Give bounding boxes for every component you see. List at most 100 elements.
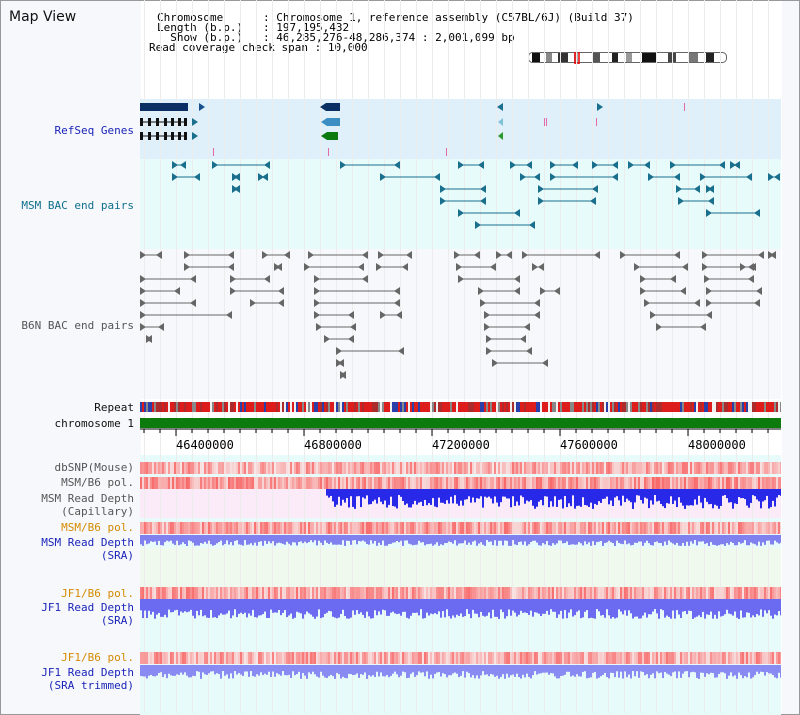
bac-end-pair[interactable] xyxy=(314,287,400,295)
msm-b6-pol-heatmap-1[interactable] xyxy=(140,477,781,489)
bac-end-pair[interactable] xyxy=(640,287,686,295)
bac-end-pair[interactable] xyxy=(700,173,752,181)
bac-end-pair[interactable] xyxy=(538,197,596,205)
track-label-b6n-bac[interactable]: B6N BAC end pairs xyxy=(21,319,134,332)
chromosome-bar[interactable] xyxy=(140,418,781,428)
bac-end-pair[interactable] xyxy=(140,323,164,331)
bac-end-pair[interactable] xyxy=(706,299,760,307)
bac-end-pair[interactable] xyxy=(314,311,354,319)
msm-bac-track[interactable] xyxy=(140,159,781,249)
bac-end-pair[interactable] xyxy=(456,263,496,271)
bac-end-pair[interactable] xyxy=(706,287,762,295)
msm-depth-capillary-plot[interactable] xyxy=(140,489,781,515)
bac-end-pair[interactable] xyxy=(532,263,544,271)
bac-end-pair[interactable] xyxy=(486,335,526,343)
gene-arrow[interactable] xyxy=(199,103,205,111)
bac-end-pair[interactable] xyxy=(458,161,484,169)
bac-end-pair[interactable] xyxy=(730,161,740,169)
bac-end-pair[interactable] xyxy=(304,263,364,271)
bac-end-pair[interactable] xyxy=(458,209,520,217)
bac-end-pair[interactable] xyxy=(184,263,234,271)
bac-end-pair[interactable] xyxy=(768,251,776,259)
track-label-msm-b6-pol-1[interactable]: MSM/B6 pol. xyxy=(61,476,134,489)
bac-end-pair[interactable] xyxy=(550,173,618,181)
bac-end-pair[interactable] xyxy=(550,161,578,169)
gene-feature[interactable] xyxy=(140,118,187,140)
bac-end-pair[interactable] xyxy=(520,173,540,181)
bac-end-pair[interactable] xyxy=(540,287,560,295)
refseq-genes-track[interactable] xyxy=(140,99,781,159)
gene-feature[interactable] xyxy=(327,132,338,140)
bac-end-pair[interactable] xyxy=(232,185,240,193)
bac-end-pair[interactable] xyxy=(340,161,400,169)
bac-end-pair[interactable] xyxy=(676,185,700,193)
bac-end-pair[interactable] xyxy=(634,263,688,271)
track-label-dbsnp[interactable]: dbSNP(Mouse) xyxy=(54,461,134,474)
gene-feature[interactable] xyxy=(327,118,340,126)
bac-end-pair[interactable] xyxy=(262,251,290,259)
bac-end-pair[interactable] xyxy=(380,311,402,319)
bac-end-pair[interactable] xyxy=(522,251,600,259)
bac-end-pair[interactable] xyxy=(740,263,756,271)
bac-end-pair[interactable] xyxy=(454,251,480,259)
b6n-bac-track[interactable] xyxy=(140,249,781,399)
track-label-msm-b6-pol-2[interactable]: MSM/B6 pol. xyxy=(61,521,134,534)
track-label-jf1-b6-pol-1[interactable]: JF1/B6 pol. xyxy=(61,587,134,600)
bac-end-pair[interactable] xyxy=(706,209,760,217)
track-label-jf1-depth-sra[interactable]: JF1 Read Depth xyxy=(41,601,134,614)
bac-end-pair[interactable] xyxy=(458,275,520,283)
bac-end-pair[interactable] xyxy=(648,173,680,181)
bac-end-pair[interactable] xyxy=(308,251,368,259)
gene-arrow[interactable] xyxy=(320,103,326,111)
bac-end-pair[interactable] xyxy=(172,161,186,169)
bac-end-pair[interactable] xyxy=(650,311,712,319)
bac-end-pair[interactable] xyxy=(640,275,676,283)
bac-end-pair[interactable] xyxy=(628,161,650,169)
track-label-msm-depth-sra[interactable]: MSM Read Depth xyxy=(41,536,134,549)
bac-end-pair[interactable] xyxy=(336,347,404,355)
track-label-refseq[interactable]: RefSeq Genes xyxy=(54,124,134,137)
bac-end-pair[interactable] xyxy=(258,173,268,181)
bac-end-pair[interactable] xyxy=(140,299,196,307)
bac-end-pair[interactable] xyxy=(620,251,680,259)
bac-end-pair[interactable] xyxy=(510,161,532,169)
bac-end-pair[interactable] xyxy=(486,347,532,355)
gene-arrow[interactable] xyxy=(597,103,603,111)
bac-end-pair[interactable] xyxy=(230,287,284,295)
bac-end-pair[interactable] xyxy=(314,299,400,307)
msm-b6-pol-heatmap-2[interactable] xyxy=(140,522,781,534)
bac-end-pair[interactable] xyxy=(230,275,270,283)
bac-end-pair[interactable] xyxy=(440,197,486,205)
jf1-depth-sra-plot[interactable] xyxy=(140,599,781,629)
bac-end-pair[interactable] xyxy=(232,173,240,181)
bac-end-pair[interactable] xyxy=(212,161,270,169)
gene-feature[interactable] xyxy=(140,103,188,111)
gene-feature[interactable] xyxy=(326,103,340,111)
bac-end-pair[interactable] xyxy=(768,173,780,181)
bac-end-pair[interactable] xyxy=(702,251,764,259)
jf1-b6-pol-heatmap-2[interactable] xyxy=(140,652,781,664)
bac-end-pair[interactable] xyxy=(274,263,282,271)
track-label-jf1-b6-pol-2[interactable]: JF1/B6 pol. xyxy=(61,651,134,664)
bac-end-pair[interactable] xyxy=(678,197,714,205)
bac-end-pair[interactable] xyxy=(380,173,440,181)
bac-end-pair[interactable] xyxy=(644,299,700,307)
bac-end-pair[interactable] xyxy=(140,275,196,283)
bac-end-pair[interactable] xyxy=(376,263,408,271)
bac-end-pair[interactable] xyxy=(184,251,234,259)
track-label-jf1-depth-trimmed[interactable]: JF1 Read Depth xyxy=(41,666,134,679)
bac-end-pair[interactable] xyxy=(140,287,180,295)
bac-end-pair[interactable] xyxy=(378,251,412,259)
msm-depth-sra-plot[interactable] xyxy=(140,535,781,555)
bac-end-pair[interactable] xyxy=(324,335,354,343)
bac-end-pair[interactable] xyxy=(656,323,706,331)
bac-end-pair[interactable] xyxy=(484,311,540,319)
bac-end-pair[interactable] xyxy=(480,299,540,307)
bac-end-pair[interactable] xyxy=(140,251,162,259)
bac-end-pair[interactable] xyxy=(496,251,512,259)
bac-end-pair[interactable] xyxy=(670,161,725,169)
bac-end-pair[interactable] xyxy=(704,275,754,283)
bac-end-pair[interactable] xyxy=(316,323,356,331)
dbsnp-heatmap[interactable] xyxy=(140,462,781,474)
repeat-track[interactable] xyxy=(140,402,781,412)
